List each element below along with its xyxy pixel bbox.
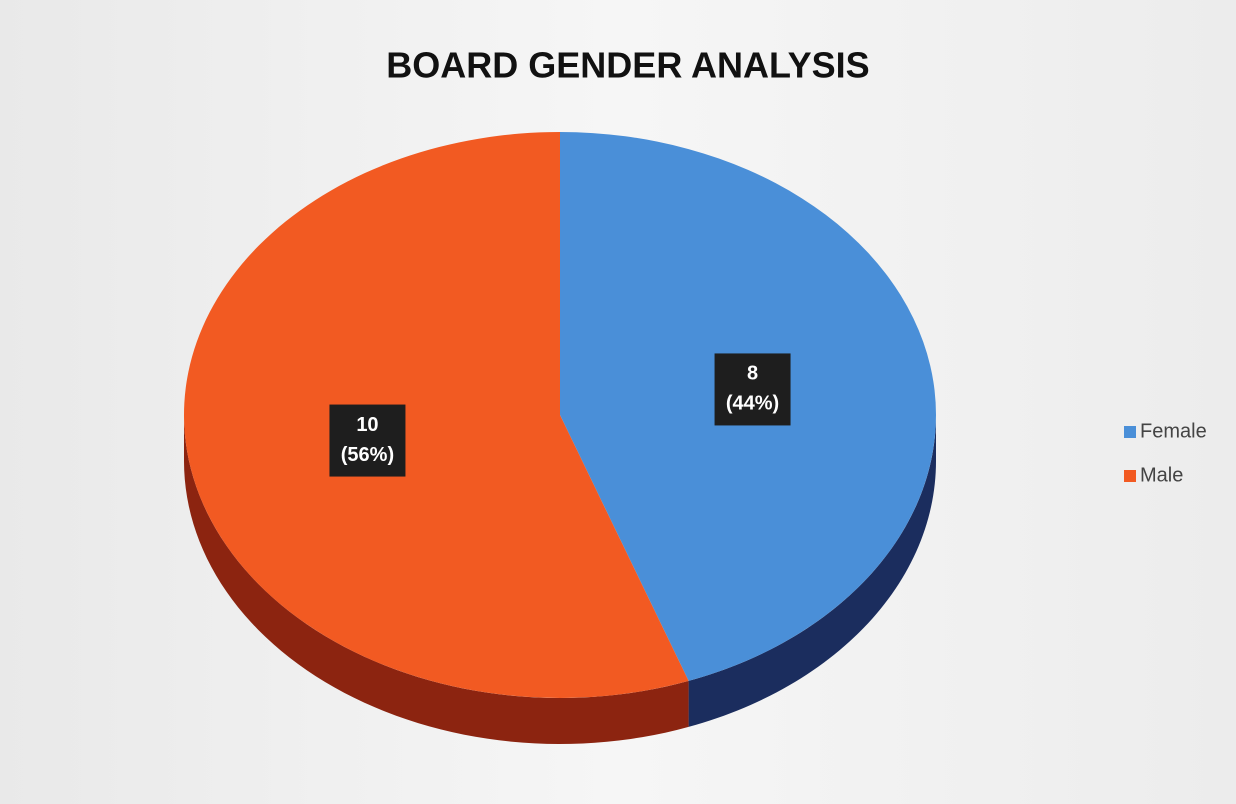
legend-swatch bbox=[1124, 470, 1136, 482]
data-label-box bbox=[329, 404, 406, 477]
data-label-percent: (56%) bbox=[341, 444, 394, 466]
legend-label: Female bbox=[1140, 420, 1207, 442]
pie-slice bbox=[183, 132, 689, 698]
data-label-value: 10 bbox=[356, 414, 378, 436]
data-label-box bbox=[714, 353, 791, 426]
data-label-percent: (44%) bbox=[726, 393, 779, 415]
legend-swatch bbox=[1124, 426, 1136, 438]
slice-side bbox=[184, 415, 689, 744]
legend-label: Male bbox=[1140, 464, 1183, 486]
chart-title: BOARD GENDER ANALYSIS bbox=[386, 45, 869, 86]
data-label-value: 8 bbox=[747, 363, 758, 385]
slice-side bbox=[688, 415, 936, 727]
